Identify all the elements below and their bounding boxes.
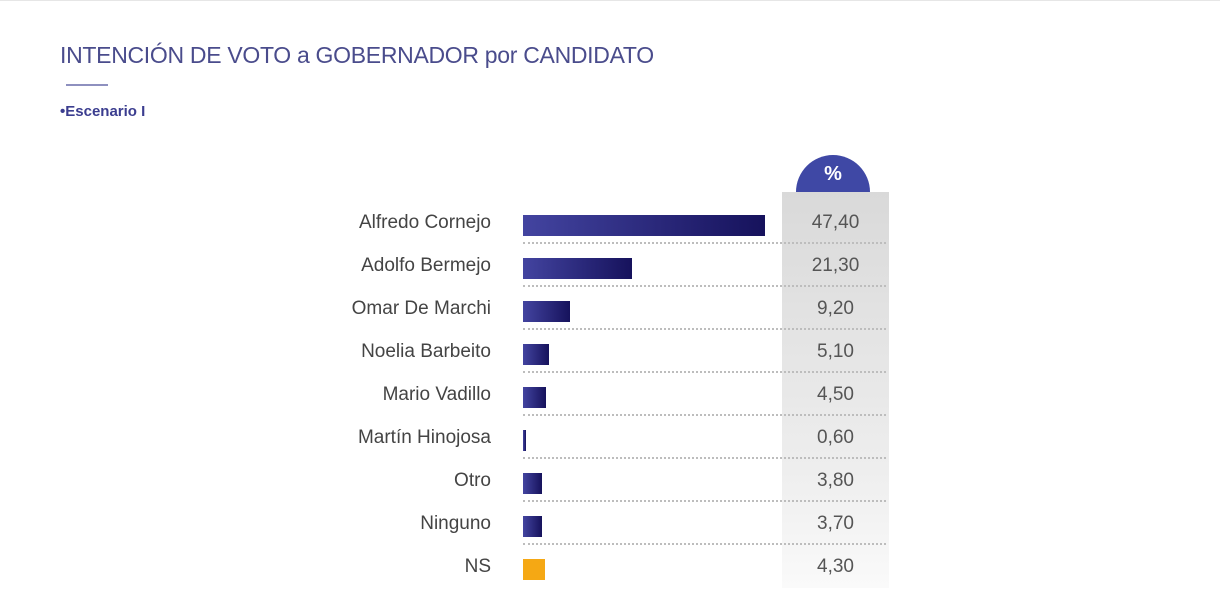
category-label: Mario Vadillo — [382, 384, 491, 405]
title-underline — [66, 84, 108, 86]
category-label: Alfredo Cornejo — [358, 212, 491, 233]
row-divider — [523, 543, 886, 545]
value-label: 5,10 — [817, 341, 854, 362]
row-divider — [523, 414, 886, 416]
bar-row: Omar De Marchi 9,20 — [0, 288, 1220, 331]
bar — [523, 344, 550, 365]
value-label: 0,60 — [817, 427, 854, 448]
bar — [523, 430, 527, 451]
bar-row: Otro 3,80 — [0, 460, 1220, 503]
bar-row: Alfredo Cornejo 47,40 — [0, 202, 1220, 245]
row-divider — [523, 242, 886, 244]
bar-row: Adolfo Bermejo 21,30 — [0, 245, 1220, 288]
row-divider — [523, 500, 886, 502]
bar-row: Noelia Barbeito 5,10 — [0, 331, 1220, 374]
top-border — [0, 0, 1220, 1]
value-label: 21,30 — [811, 255, 860, 276]
value-label: 3,80 — [817, 470, 854, 491]
row-divider — [523, 328, 886, 330]
scenario-label: •Escenario I — [60, 103, 146, 120]
category-label: NS — [464, 556, 491, 577]
value-label: 3,70 — [817, 513, 854, 534]
bar — [523, 387, 546, 408]
percent-header-label: % — [824, 163, 842, 185]
value-label: 9,20 — [817, 298, 854, 319]
category-label: Adolfo Bermejo — [361, 255, 491, 276]
value-label: 47,40 — [811, 212, 860, 233]
bar — [523, 301, 570, 322]
value-column-background — [782, 192, 889, 588]
value-label: 4,50 — [817, 384, 854, 405]
row-divider — [523, 285, 886, 287]
row-divider — [523, 371, 886, 373]
category-label: Otro — [454, 470, 491, 491]
value-label: 4,30 — [817, 556, 854, 577]
category-label: Martín Hinojosa — [357, 427, 491, 448]
bar — [523, 516, 542, 537]
bar-row: NS 4,30 — [0, 546, 1220, 589]
category-label: Ninguno — [420, 513, 491, 534]
bar — [523, 473, 543, 494]
bar-row: Martín Hinojosa 0,60 — [0, 417, 1220, 460]
category-label: Omar De Marchi — [351, 298, 491, 319]
bar — [523, 559, 545, 580]
bar — [523, 215, 765, 236]
chart-title: INTENCIÓN DE VOTO a GOBERNADOR por CANDI… — [60, 42, 654, 68]
bar-row: Ninguno 3,70 — [0, 503, 1220, 546]
row-divider — [523, 457, 886, 459]
bar — [523, 258, 632, 279]
category-label: Noelia Barbeito — [361, 341, 491, 362]
bar-row: Mario Vadillo 4,50 — [0, 374, 1220, 417]
